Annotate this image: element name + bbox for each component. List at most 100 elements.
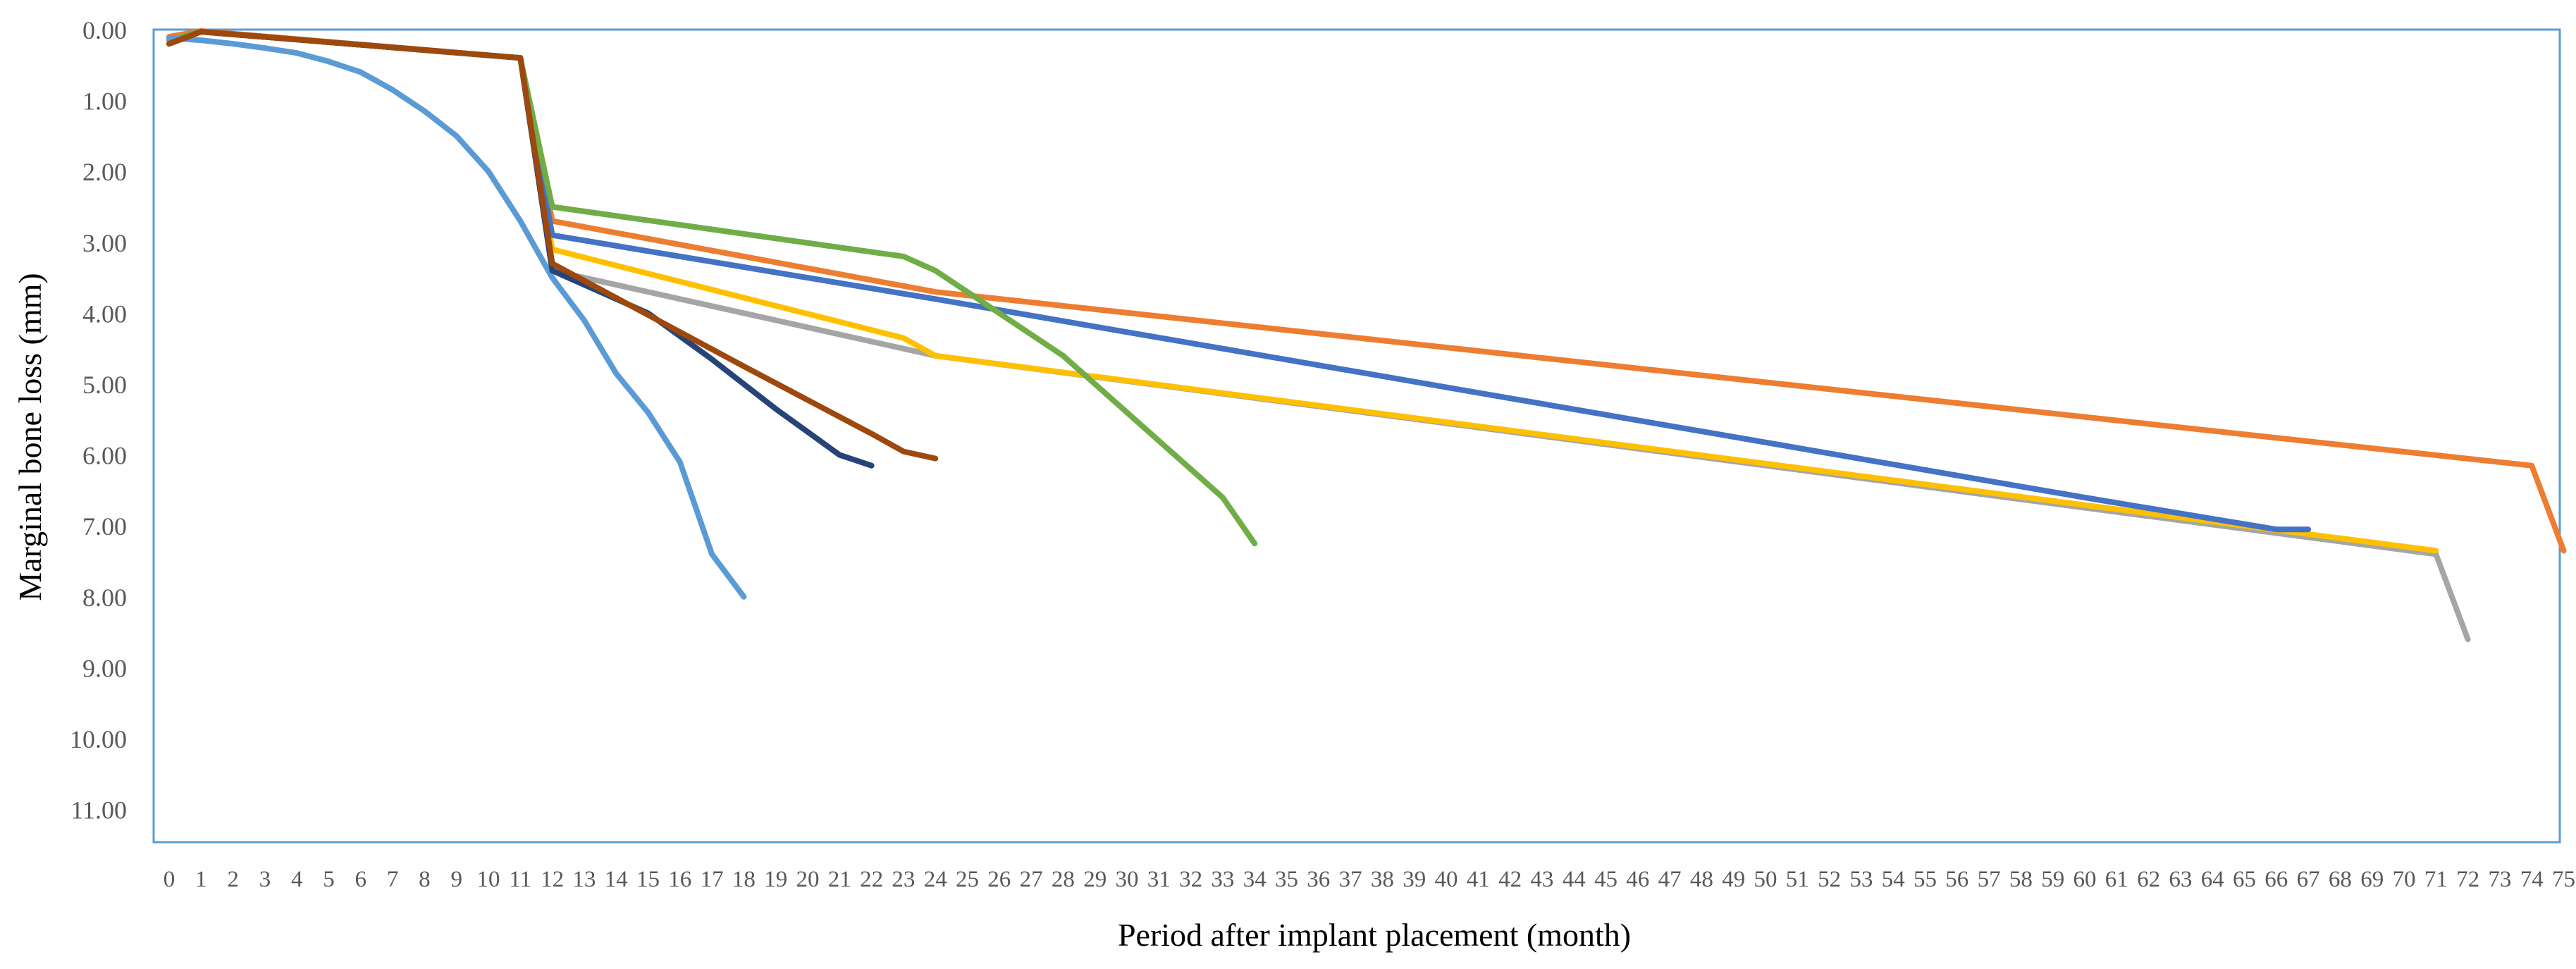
y-tick-label: 8.00 bbox=[82, 584, 127, 612]
x-tick-label: 19 bbox=[764, 867, 787, 892]
x-tick-label: 33 bbox=[1211, 867, 1234, 892]
y-tick-label: 11.00 bbox=[70, 796, 127, 825]
x-tick-label: 23 bbox=[892, 867, 915, 892]
x-tick-label: 10 bbox=[477, 867, 500, 892]
x-tick-label: 67 bbox=[2297, 867, 2320, 892]
x-tick-label: 8 bbox=[419, 867, 431, 892]
y-tick-label: 3.00 bbox=[82, 229, 127, 257]
y-tick-label: 2.00 bbox=[82, 158, 127, 186]
x-tick-label: 48 bbox=[1690, 867, 1713, 892]
x-tick-label: 9 bbox=[450, 867, 462, 892]
x-tick-label: 12 bbox=[541, 867, 564, 892]
x-tick-label: 73 bbox=[2488, 867, 2511, 892]
x-tick-label: 54 bbox=[1882, 867, 1905, 892]
x-tick-label: 5 bbox=[323, 867, 335, 892]
x-tick-label: 47 bbox=[1658, 867, 1682, 892]
plot-area-frame bbox=[152, 28, 2561, 844]
x-tick-label: 13 bbox=[572, 867, 596, 892]
y-tick-label: 0.00 bbox=[82, 16, 127, 44]
x-tick-label: 61 bbox=[2105, 867, 2128, 892]
x-tick-label: 40 bbox=[1435, 867, 1458, 892]
x-tick-label: 27 bbox=[1020, 867, 1043, 892]
x-tick-label: 37 bbox=[1339, 867, 1362, 892]
x-tick-label: 69 bbox=[2360, 867, 2384, 892]
x-tick-label: 62 bbox=[2137, 867, 2160, 892]
x-tick-label: 59 bbox=[2041, 867, 2064, 892]
x-tick-label: 17 bbox=[701, 867, 724, 892]
x-tick-label: 56 bbox=[1945, 867, 1968, 892]
x-tick-label: 65 bbox=[2233, 867, 2256, 892]
x-tick-label: 45 bbox=[1594, 867, 1617, 892]
x-tick-label: 75 bbox=[2552, 867, 2575, 892]
x-tick-label: 15 bbox=[636, 867, 660, 892]
x-tick-label: 72 bbox=[2456, 867, 2479, 892]
series-layer bbox=[166, 28, 2567, 643]
series-line-3 bbox=[166, 29, 2439, 554]
x-tick-label: 41 bbox=[1467, 867, 1490, 892]
x-tick-labels: 0 1 2 3 4 5 6 7 8 9 10 11 12 13 14 15 16 17 18 19 20 21 22 23 24… bbox=[164, 867, 2575, 892]
x-tick-label: 32 bbox=[1179, 867, 1202, 892]
x-tick-label: 18 bbox=[732, 867, 756, 892]
x-tick-label: 35 bbox=[1275, 867, 1298, 892]
x-tick-label: 44 bbox=[1563, 867, 1586, 892]
series-line-8 bbox=[166, 29, 939, 462]
x-tick-label: 4 bbox=[291, 867, 303, 892]
x-tick-label: 16 bbox=[668, 867, 691, 892]
x-tick-label: 53 bbox=[1849, 867, 1873, 892]
x-tick-label: 57 bbox=[1978, 867, 2001, 892]
x-tick-label: 64 bbox=[2201, 867, 2224, 892]
x-tick-label: 20 bbox=[796, 867, 820, 892]
x-tick-label: 39 bbox=[1403, 867, 1426, 892]
y-tick-labels: 0.00 1.00 2.00 3.00 4.00 5.00 6.00 7.00 8.00 9.00… bbox=[70, 16, 127, 825]
x-tick-label: 68 bbox=[2329, 867, 2352, 892]
x-tick-label: 30 bbox=[1116, 867, 1139, 892]
x-tick-label: 42 bbox=[1498, 867, 1522, 892]
x-tick-label: 58 bbox=[2009, 867, 2033, 892]
series-line-4 bbox=[166, 29, 2312, 533]
x-tick-label: 26 bbox=[987, 867, 1011, 892]
series-line-7 bbox=[166, 29, 875, 469]
y-tick-label: 5.00 bbox=[82, 371, 127, 399]
x-tick-label: 52 bbox=[1818, 867, 1841, 892]
x-tick-label: 2 bbox=[227, 867, 239, 892]
y-tick-label: 9.00 bbox=[82, 654, 127, 682]
y-tick-label: 7.00 bbox=[82, 512, 127, 541]
x-tick-label: 7 bbox=[387, 867, 399, 892]
y-tick-label: 1.00 bbox=[82, 87, 127, 116]
y-tick-label: 10.00 bbox=[70, 725, 127, 753]
x-tick-label: 24 bbox=[924, 867, 947, 892]
x-axis-title: Period after implant placement (month) bbox=[1118, 917, 1631, 953]
x-tick-label: 50 bbox=[1754, 867, 1777, 892]
y-axis-title: Marginal bone loss (mm) bbox=[12, 273, 48, 600]
x-tick-label: 0 bbox=[164, 867, 175, 892]
x-tick-label: 22 bbox=[860, 867, 883, 892]
x-tick-label: 31 bbox=[1147, 867, 1171, 892]
x-tick-label: 71 bbox=[2424, 867, 2448, 892]
x-tick-label: 14 bbox=[605, 867, 628, 892]
x-tick-label: 51 bbox=[1786, 867, 1809, 892]
x-tick-label: 25 bbox=[956, 867, 979, 892]
series-line-6 bbox=[166, 35, 747, 600]
x-tick-label: 60 bbox=[2073, 867, 2097, 892]
x-tick-label: 3 bbox=[259, 867, 271, 892]
x-tick-label: 6 bbox=[355, 867, 367, 892]
x-tick-label: 1 bbox=[195, 867, 207, 892]
x-tick-label: 34 bbox=[1243, 867, 1267, 892]
x-tick-label: 36 bbox=[1307, 867, 1330, 892]
x-tick-label: 63 bbox=[2169, 867, 2192, 892]
y-tick-label: 6.00 bbox=[82, 442, 127, 470]
x-tick-label: 70 bbox=[2393, 867, 2416, 892]
x-tick-label: 55 bbox=[1913, 867, 1937, 892]
x-tick-label: 74 bbox=[2520, 867, 2544, 892]
x-tick-label: 49 bbox=[1722, 867, 1745, 892]
x-tick-label: 21 bbox=[828, 867, 851, 892]
x-tick-label: 66 bbox=[2264, 867, 2288, 892]
x-tick-label: 46 bbox=[1626, 867, 1649, 892]
y-tick-label: 4.00 bbox=[82, 300, 127, 328]
x-tick-label: 29 bbox=[1083, 867, 1107, 892]
x-tick-label: 43 bbox=[1530, 867, 1553, 892]
x-tick-label: 28 bbox=[1052, 867, 1075, 892]
x-tick-label: 11 bbox=[509, 867, 531, 892]
x-tick-label: 38 bbox=[1371, 867, 1394, 892]
